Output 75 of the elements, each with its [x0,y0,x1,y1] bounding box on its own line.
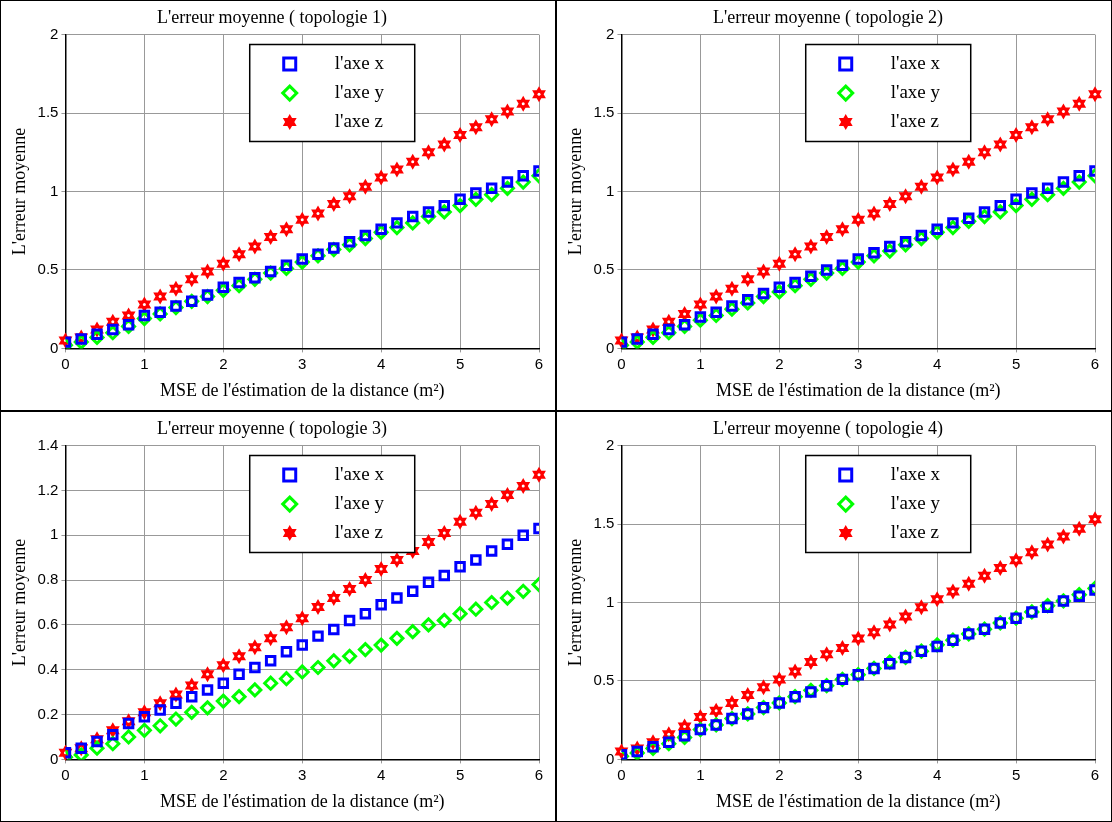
y-tick-label: 1.5 [593,514,615,532]
y-tick-label: 0 [606,338,615,356]
legend-label: l'axe y [890,81,941,103]
x-tick-label: 2 [219,765,228,783]
x-tick-label: 6 [1090,765,1100,783]
x-tick-label: 2 [219,354,228,372]
legend-label: l'axe y [334,81,385,103]
y-tick-label: 1 [50,525,59,543]
chart-title: L'erreur moyenne ( topologie 1) [156,6,388,28]
x-tick-label: 4 [376,354,386,372]
legend-label: l'axe z [334,110,383,132]
legend-label: l'axe z [890,521,939,543]
x-tick-label: 5 [1011,765,1021,783]
x-tick-label: 6 [534,765,544,783]
x-tick-label: 2 [775,354,784,372]
x-tick-label: 4 [376,765,386,783]
y-tick-label: 0.5 [593,260,615,278]
x-tick-label: 5 [1011,354,1021,372]
x-axis-title: MSE de l'éstimation de la distance (m²) [715,379,1001,401]
y-tick-label: 1.4 [37,435,59,453]
x-tick-label: 4 [932,765,942,783]
legend-label: l'axe x [890,463,941,485]
y-tick-label: 1.5 [593,103,615,121]
x-tick-label: 3 [298,354,307,372]
chart-title: L'erreur moyenne ( topologie 3) [156,417,388,439]
x-tick-label: 2 [775,765,784,783]
legend-label: l'axe z [334,521,383,543]
x-tick-label: 0 [61,354,70,372]
x-axis-title: MSE de l'éstimation de la distance (m²) [159,790,445,812]
y-axis-title: L'erreur moyenne [8,538,29,667]
y-tick-label: 1 [606,181,615,199]
y-tick-label: 0 [50,749,59,767]
legend-label: l'axe x [334,463,385,485]
legend-label: l'axe z [890,110,939,132]
x-tick-label: 1 [696,765,705,783]
x-tick-label: 1 [140,765,149,783]
y-axis-title: L'erreur moyenne [8,127,29,256]
x-tick-label: 1 [140,354,149,372]
legend-label: l'axe y [334,492,385,514]
y-tick-label: 0.5 [37,260,59,278]
y-tick-label: 1 [606,592,615,610]
y-tick-label: 0.2 [37,704,59,722]
y-tick-label: 1 [50,181,59,199]
x-tick-label: 6 [1090,354,1100,372]
x-tick-label: 3 [298,765,307,783]
y-tick-label: 1.5 [37,103,59,121]
y-tick-label: 0.8 [37,570,59,588]
legend-label: l'axe x [334,52,385,74]
x-tick-label: 6 [534,354,544,372]
x-axis-title: MSE de l'éstimation de la distance (m²) [159,379,445,401]
x-tick-label: 3 [854,354,863,372]
y-axis-title: L'erreur moyenne [564,538,585,667]
x-tick-label: 0 [617,354,626,372]
y-tick-label: 1.2 [37,480,59,498]
y-tick-label: 0.6 [37,615,59,633]
chart-title: L'erreur moyenne ( topologie 4) [712,417,944,439]
x-tick-label: 0 [61,765,70,783]
x-tick-label: 4 [932,354,942,372]
x-tick-label: 3 [854,765,863,783]
y-axis-title: L'erreur moyenne [564,127,585,256]
y-tick-label: 2 [606,435,615,453]
x-tick-label: 0 [617,765,626,783]
y-tick-label: 0.5 [593,671,615,689]
legend-label: l'axe y [890,492,941,514]
y-tick-label: 2 [50,24,59,42]
x-tick-label: 5 [455,354,465,372]
x-tick-label: 5 [455,765,465,783]
legend-label: l'axe x [890,52,941,74]
y-tick-label: 2 [606,24,615,42]
y-tick-label: 0.4 [37,659,59,677]
x-axis-title: MSE de l'éstimation de la distance (m²) [715,790,1001,812]
x-tick-label: 1 [696,354,705,372]
y-tick-label: 0 [606,749,615,767]
chart-title: L'erreur moyenne ( topologie 2) [712,6,944,28]
y-tick-label: 0 [50,338,59,356]
